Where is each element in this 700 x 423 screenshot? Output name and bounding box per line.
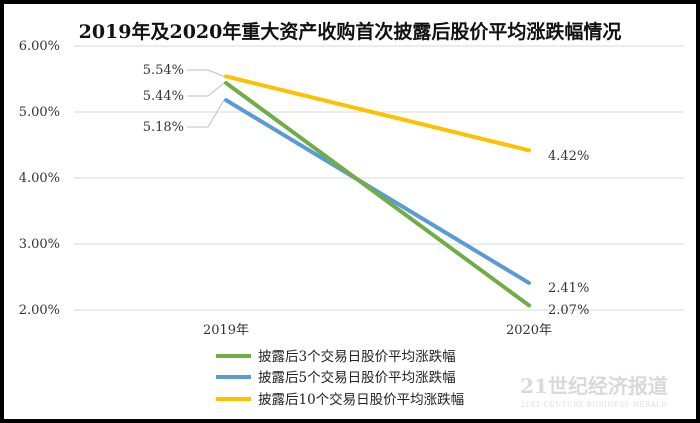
series-line <box>224 74 531 153</box>
y-axis-ticks: 2.00% 3.00% 4.00% 5.00% 6.00% <box>19 39 60 318</box>
data-label: 2.41% <box>548 281 589 296</box>
y-tick-label: 2.00% <box>19 303 60 318</box>
line-chart: 2019年及2020年重大资产收购首次披露后股价平均涨跌幅情况 2.00% 3.0… <box>19 20 684 409</box>
chart-title: 2019年及2020年重大资产收购首次披露后股价平均涨跌幅情况 <box>79 20 622 43</box>
watermark: 21世纪经济报道 21ST CENTURY BUSINESS HERALD <box>520 374 668 409</box>
label-leader <box>187 99 225 128</box>
data-label: 5.18% <box>143 120 184 135</box>
legend: 披露后3个交易日股价平均涨跌幅披露后5个交易日股价平均涨跌幅披露后10个交易日股… <box>216 348 464 408</box>
watermark-main: 21世纪经济报道 <box>520 374 668 398</box>
data-label: 2.07% <box>548 303 589 318</box>
y-tick-label: 4.00% <box>19 171 60 186</box>
chart-canvas: 2019年及2020年重大资产收购首次披露后股价平均涨跌幅情况 2.00% 3.0… <box>4 4 696 419</box>
watermark-sub: 21ST CENTURY BUSINESS HERALD <box>521 401 668 409</box>
x-tick-label: 2019年 <box>203 323 249 338</box>
y-tick-label: 3.00% <box>19 237 60 252</box>
series-line <box>224 80 531 308</box>
x-tick-label: 2020年 <box>506 323 552 338</box>
data-labels: 5.44% 5.18% 5.54% 2.07% 2.41% 4.42% <box>143 63 590 318</box>
label-leader <box>187 69 225 77</box>
y-tick-label: 5.00% <box>19 105 60 120</box>
legend-label: 披露后3个交易日股价平均涨跌幅 <box>258 348 456 365</box>
series-line <box>224 98 531 285</box>
series-lines <box>224 74 531 308</box>
y-tick-label: 6.00% <box>19 39 60 54</box>
legend-label: 披露后5个交易日股价平均涨跌幅 <box>258 369 456 386</box>
data-label: 5.44% <box>143 89 184 104</box>
legend-label: 披露后10个交易日股价平均涨跌幅 <box>258 391 464 408</box>
data-label: 5.54% <box>143 63 184 78</box>
gridlines <box>74 45 684 311</box>
data-label: 4.42% <box>548 149 589 164</box>
label-leader <box>187 82 225 97</box>
x-axis-ticks: 2019年 2020年 <box>203 323 552 338</box>
